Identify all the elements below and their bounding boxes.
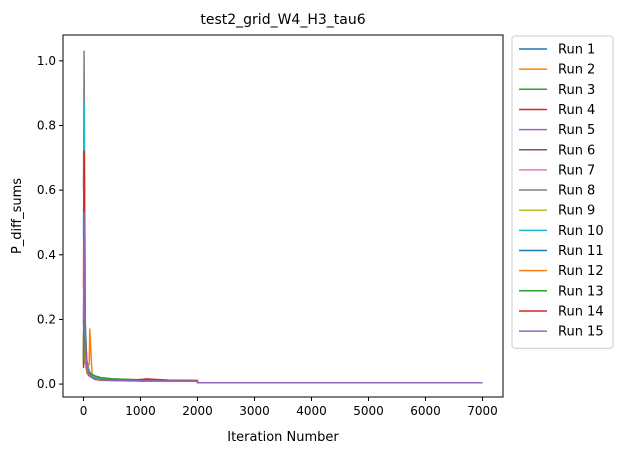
series-line-run-11 <box>82 299 483 384</box>
series-line-run-2 <box>82 286 483 384</box>
series-line-run-12 <box>82 312 483 384</box>
series-line-run-4 <box>82 270 483 384</box>
legend-label: Run 12 <box>558 264 604 279</box>
y-tick-label: 0.0 <box>37 377 56 391</box>
series-line-run-10 <box>82 102 483 384</box>
y-tick-label: 0.6 <box>37 183 56 197</box>
series-line-run-8 <box>82 50 483 384</box>
series-line-run-6 <box>82 318 483 384</box>
x-tick-label: 4000 <box>296 404 327 418</box>
legend-label: Run 14 <box>558 304 604 319</box>
legend-label: Run 8 <box>558 184 595 199</box>
series-line-run-14 <box>82 150 483 384</box>
legend-label: Run 7 <box>558 163 595 178</box>
y-axis: 0.0 0.2 0.4 0.6 0.8 1.0 <box>37 54 63 391</box>
plot-series <box>82 50 483 384</box>
legend-label: Run 13 <box>558 284 604 299</box>
chart-title: test2_grid_W4_H3_tau6 <box>200 12 365 28</box>
legend-label: Run 3 <box>558 83 595 98</box>
x-tick-label: 0 <box>80 404 88 418</box>
plot-frame <box>62 34 504 398</box>
x-tick-label: 7000 <box>467 404 498 418</box>
legend: Run 1 Run 2 Run 3 Run 4 Run 5 Run 6 Run 7 Run 8… <box>511 35 614 349</box>
legend-label: Run 4 <box>558 103 595 118</box>
legend-label: Run 15 <box>558 325 604 340</box>
x-tick-label: 3000 <box>239 404 270 418</box>
series-line-run-3 <box>82 302 483 384</box>
x-axis-label: Iteration Number <box>227 430 339 445</box>
legend-label: Run 1 <box>558 43 595 58</box>
legend-label: Run 2 <box>558 63 595 78</box>
legend-label: Run 5 <box>558 123 595 138</box>
x-axis: 0 1000 2000 3000 4000 5000 6000 7000 <box>80 397 498 418</box>
y-tick-label: 0.8 <box>37 119 56 133</box>
y-tick-label: 0.4 <box>37 248 56 262</box>
x-tick-label: 5000 <box>353 404 384 418</box>
y-tick-label: 1.0 <box>37 54 56 68</box>
legend-label: Run 6 <box>558 143 595 158</box>
y-axis-label: P_diff_sums <box>10 178 25 254</box>
series-line-run-7 <box>82 312 483 384</box>
legend-label: Run 11 <box>558 244 604 259</box>
series-line-run-1 <box>82 254 483 384</box>
x-tick-label: 6000 <box>410 404 441 418</box>
series-line-run-5 <box>82 292 483 384</box>
series-line-run-13 <box>82 286 483 384</box>
legend-label: Run 10 <box>558 224 604 239</box>
y-tick-label: 0.2 <box>37 312 56 326</box>
x-tick-label: 2000 <box>182 404 213 418</box>
x-tick-label: 1000 <box>125 404 156 418</box>
series-line-run-9 <box>82 305 483 384</box>
series-line-run-15 <box>82 212 483 384</box>
legend-label: Run 9 <box>558 204 595 219</box>
